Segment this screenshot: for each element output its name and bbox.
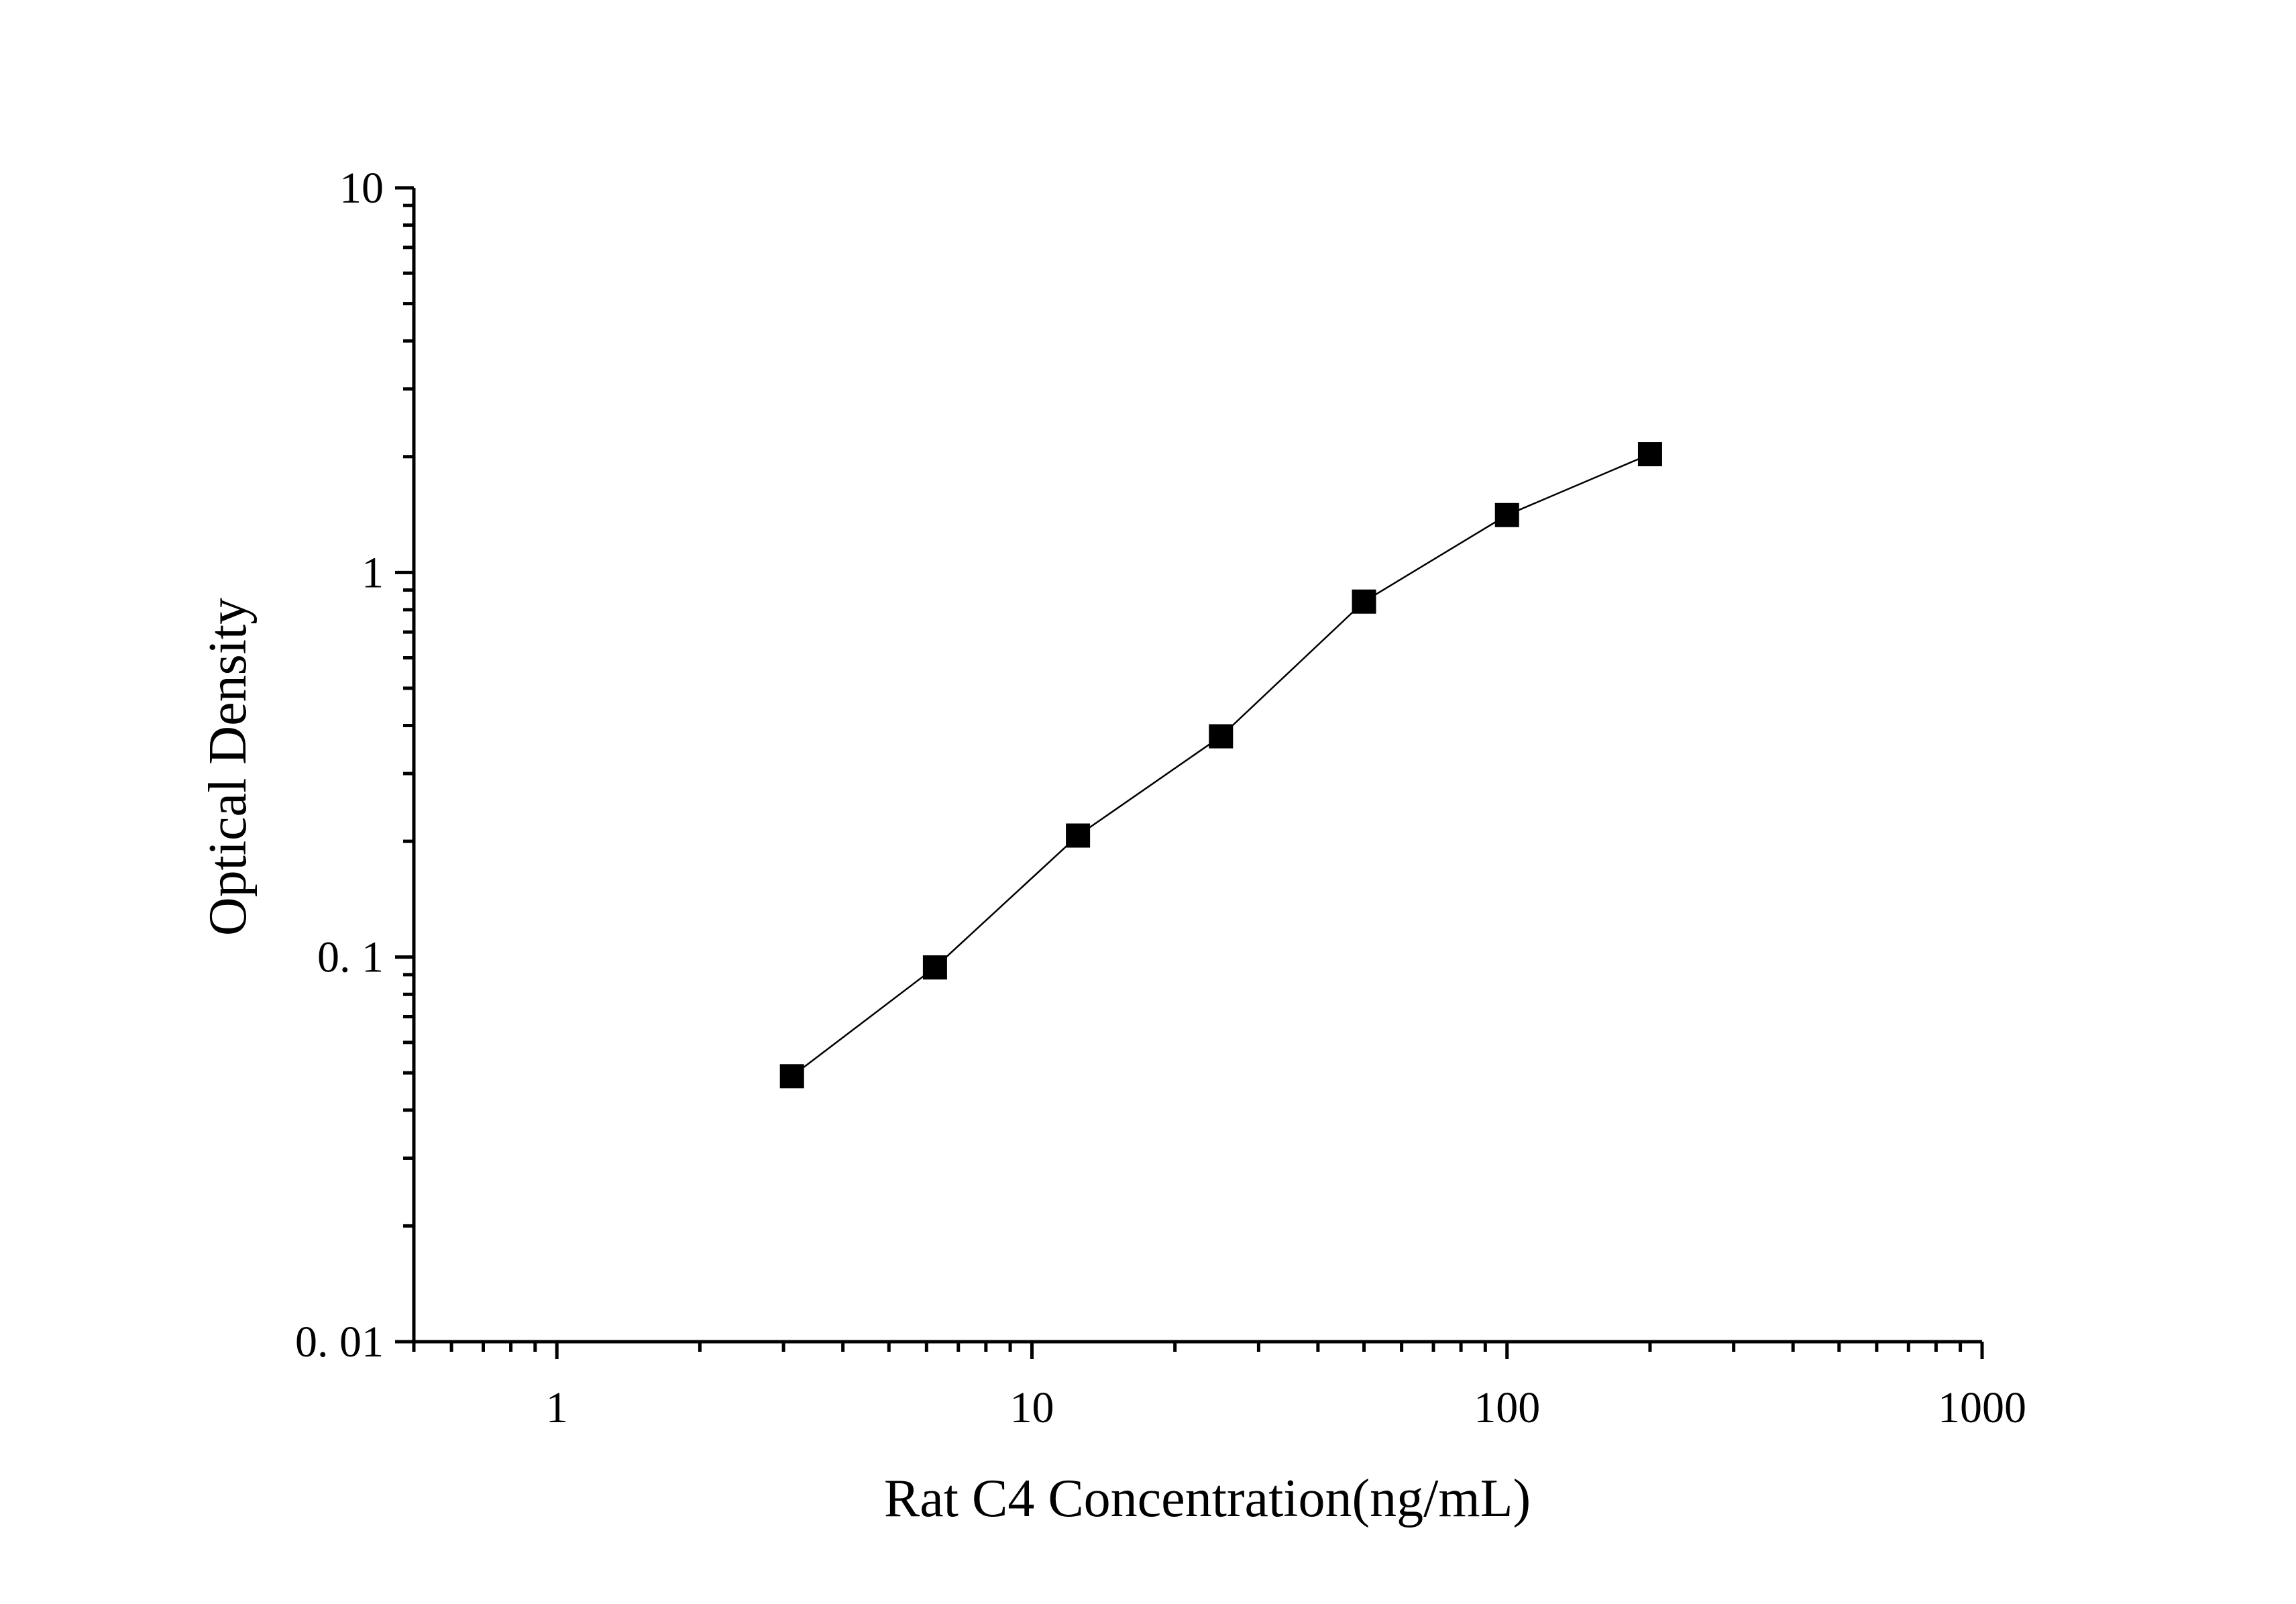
data-point bbox=[1637, 442, 1662, 467]
y-tick-label: 1 bbox=[362, 548, 384, 597]
axes bbox=[395, 186, 1984, 1359]
data-point bbox=[1494, 502, 1519, 527]
x-tick-label: 100 bbox=[1474, 1383, 1540, 1432]
x-tick-label: 1 bbox=[546, 1383, 568, 1432]
y-tick-label: 10 bbox=[339, 164, 384, 213]
data-point bbox=[1352, 589, 1376, 614]
series-points bbox=[779, 442, 1662, 1089]
data-point bbox=[1209, 724, 1234, 749]
y-tick-labels: 0. 01 0. 1 1 10 bbox=[295, 164, 384, 1367]
series-line bbox=[791, 453, 1651, 1077]
x-axis-title: Rat C4 Concentration(ng/mL) bbox=[884, 1469, 1531, 1528]
data-point bbox=[779, 1064, 804, 1089]
y-tick-label: 0. 1 bbox=[317, 933, 384, 982]
x-tick-label: 10 bbox=[1009, 1383, 1054, 1432]
y-axis-title: Optical Density bbox=[199, 598, 258, 936]
y-tick-label: 0. 01 bbox=[295, 1318, 384, 1367]
data-point bbox=[1066, 823, 1091, 848]
data-point bbox=[922, 955, 947, 980]
x-tick-label: 1000 bbox=[1938, 1383, 2026, 1432]
x-tick-labels: 1 10 100 1000 bbox=[546, 1383, 2026, 1432]
series-curve bbox=[791, 453, 1651, 1077]
